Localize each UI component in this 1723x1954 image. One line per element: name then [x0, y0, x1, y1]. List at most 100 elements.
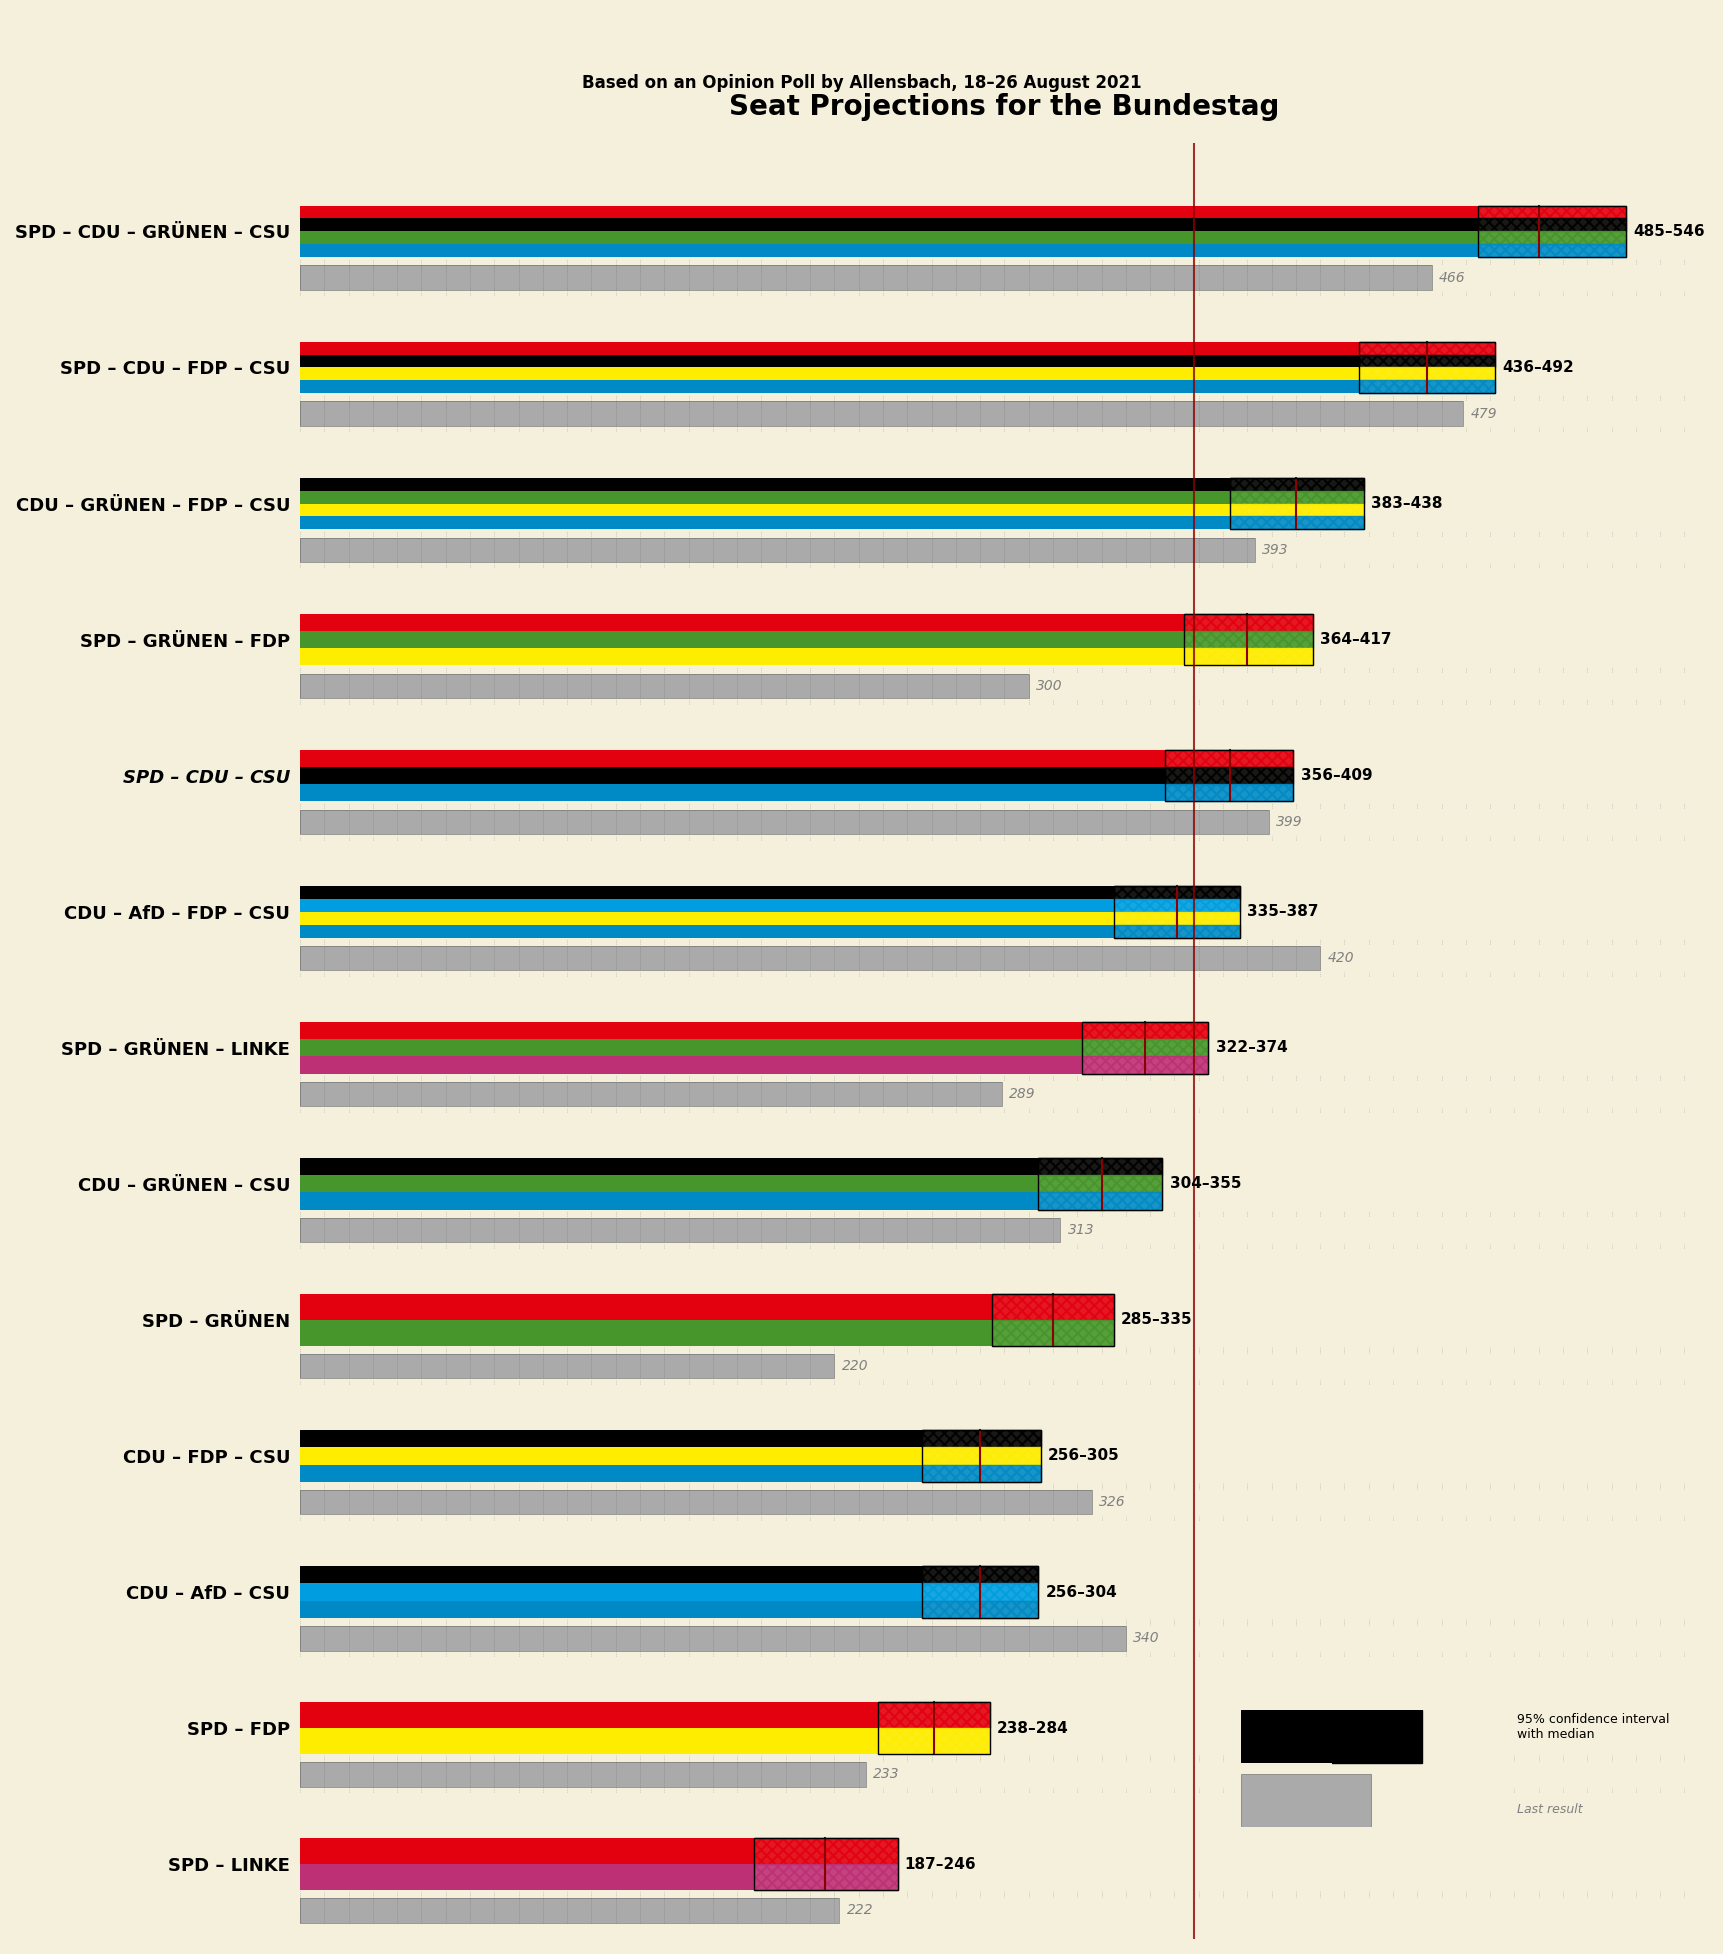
Text: 238–284: 238–284 [996, 1721, 1068, 1735]
Text: 300: 300 [1036, 678, 1061, 694]
Bar [300, 266, 1432, 289]
Bar [1230, 490, 1363, 504]
Bar [300, 1891, 1707, 1897]
Bar [1230, 516, 1363, 530]
Bar [922, 1600, 1037, 1618]
Bar [300, 258, 1707, 264]
Text: 436–492: 436–492 [1501, 360, 1573, 375]
Bar [300, 946, 1320, 971]
Bar [300, 504, 1230, 516]
Text: 322–374: 322–374 [1215, 1040, 1287, 1055]
Bar [1330, 1710, 1421, 1763]
Bar [1477, 219, 1625, 231]
Text: 420: 420 [1327, 952, 1353, 965]
Bar [1082, 1040, 1208, 1057]
Bar [300, 1491, 1091, 1514]
Bar [300, 924, 1113, 938]
Bar [1241, 1774, 1370, 1827]
Bar [877, 1727, 989, 1755]
Bar [300, 244, 1477, 258]
Bar [300, 666, 1707, 672]
Bar [300, 1083, 1001, 1106]
Text: 220: 220 [841, 1360, 868, 1374]
Bar [300, 1217, 1060, 1243]
Text: 356–409: 356–409 [1299, 768, 1372, 784]
Bar [300, 1346, 1707, 1352]
Bar [300, 1174, 1037, 1192]
Bar [300, 1040, 1082, 1057]
Bar [1113, 899, 1239, 913]
Bar [300, 1083, 1001, 1106]
Bar [1358, 367, 1494, 381]
Bar [1184, 614, 1313, 666]
Text: 313: 313 [1067, 1223, 1094, 1237]
Bar [300, 1583, 922, 1600]
Bar [300, 477, 1230, 490]
Text: Last result: Last result [1516, 1804, 1582, 1815]
Text: 485–546: 485–546 [1632, 225, 1704, 238]
Bar [922, 1448, 1041, 1466]
Bar [1113, 913, 1239, 924]
Bar [1113, 885, 1239, 938]
Bar [300, 1839, 753, 1864]
Text: 393: 393 [1261, 543, 1287, 557]
Text: 289: 289 [1008, 1086, 1036, 1100]
Bar [1477, 231, 1625, 244]
Bar [300, 946, 1320, 971]
Bar [300, 342, 1358, 354]
Bar [300, 1651, 1707, 1655]
Bar [300, 354, 1358, 367]
Bar [300, 649, 1184, 666]
Bar [300, 428, 1707, 432]
Text: 222: 222 [846, 1903, 872, 1917]
Bar [753, 1839, 898, 1890]
Bar [1184, 631, 1313, 649]
Bar [1358, 381, 1494, 393]
Bar [300, 885, 1113, 899]
Bar [922, 1567, 1037, 1618]
Text: 335–387: 335–387 [1246, 905, 1318, 918]
Bar [300, 1897, 839, 1923]
Bar [300, 1763, 865, 1786]
Bar [300, 205, 1477, 219]
Bar [1358, 354, 1494, 367]
Bar [300, 674, 1029, 698]
Bar [300, 1516, 1707, 1520]
Bar [1082, 1022, 1208, 1073]
Bar [1037, 1192, 1161, 1210]
Bar [1358, 342, 1494, 393]
Bar [300, 1626, 1125, 1651]
Bar [300, 537, 1254, 563]
Text: 95% confidence interval
with median: 95% confidence interval with median [1516, 1714, 1668, 1741]
Bar [300, 1354, 834, 1378]
Bar [300, 563, 1707, 567]
Text: 466: 466 [1439, 272, 1465, 285]
Bar [300, 700, 1707, 703]
Bar [300, 395, 1707, 401]
Bar [300, 750, 1165, 768]
Text: 479: 479 [1470, 406, 1497, 420]
Bar [300, 809, 1268, 834]
Bar [1184, 614, 1313, 631]
Text: 304–355: 304–355 [1168, 1176, 1241, 1192]
Bar [300, 1763, 865, 1786]
Bar [1184, 649, 1313, 666]
Bar [300, 231, 1477, 244]
Bar [1082, 1057, 1208, 1073]
Text: 340: 340 [1132, 1632, 1160, 1645]
Bar [1165, 784, 1292, 801]
Bar [992, 1294, 1113, 1319]
Bar [300, 1075, 1707, 1081]
Bar [300, 1380, 1707, 1383]
Bar [300, 490, 1230, 504]
Bar [992, 1294, 1113, 1346]
Bar [300, 1192, 1037, 1210]
Bar [300, 614, 1184, 631]
Bar [300, 1491, 1091, 1514]
Bar [1113, 924, 1239, 938]
Bar [300, 401, 1463, 426]
Bar [300, 1294, 992, 1319]
Bar [753, 1839, 898, 1864]
Bar [300, 1567, 922, 1583]
Bar [300, 836, 1707, 840]
